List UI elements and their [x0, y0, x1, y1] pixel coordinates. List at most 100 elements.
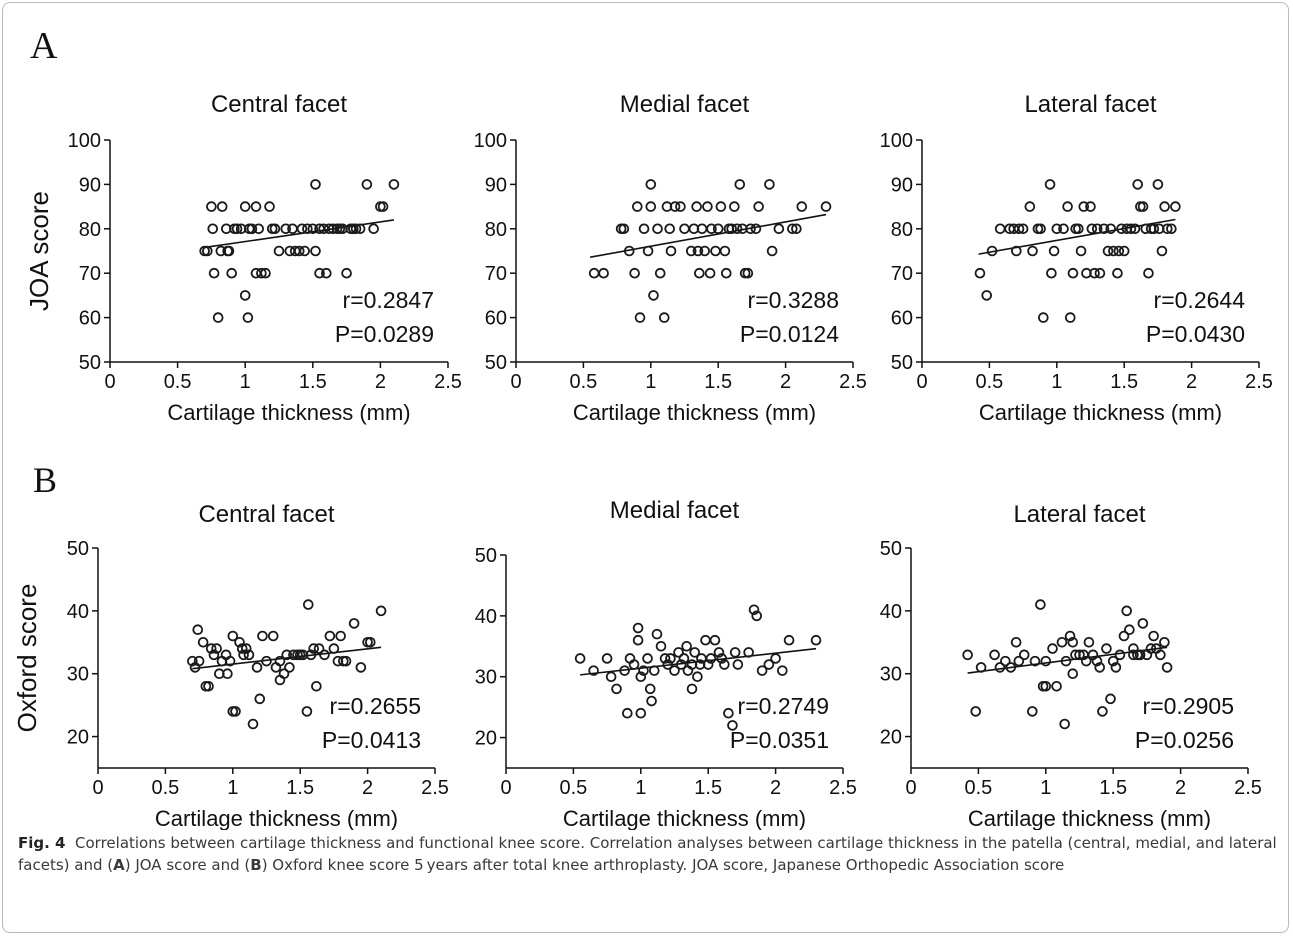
x-tick-label: 0.5: [964, 777, 992, 799]
x-axis-label: Cartilage thickness (mm): [573, 400, 816, 425]
data-point: [675, 659, 687, 670]
data-point: [716, 653, 727, 664]
data-point: [1114, 649, 1126, 661]
data-point: [193, 655, 205, 667]
data-point: [689, 647, 701, 658]
data-point: [679, 223, 690, 235]
data-point: [989, 649, 1000, 661]
caption-text-3: ) Oxford knee score 5 years after total …: [261, 856, 1065, 874]
x-tick-label: 2: [1186, 371, 1197, 393]
data-point: [662, 659, 674, 670]
correlation-r-label: r=0.2749: [738, 693, 829, 719]
data-point: [673, 647, 684, 658]
data-point: [601, 653, 613, 664]
figure-caption: Fig. 4 Correlations between cartilage th…: [18, 832, 1280, 876]
x-tick-label: 1: [1051, 371, 1062, 393]
y-tick-label: 20: [67, 727, 89, 749]
x-tick-label: 1: [240, 371, 251, 393]
data-point: [750, 223, 762, 235]
data-point: [644, 683, 656, 695]
data-point: [1159, 636, 1170, 648]
y-axis-label: Oxford score: [12, 584, 42, 733]
data-point: [208, 267, 220, 279]
y-tick-label: 90: [485, 174, 507, 196]
data-point: [1029, 655, 1041, 667]
data-point: [1011, 245, 1022, 257]
data-point: [975, 662, 987, 673]
data-point: [238, 649, 249, 661]
x-tick-label: 0.5: [569, 371, 597, 393]
x-tick-label: 2: [1175, 777, 1186, 799]
x-tick-label: 1: [645, 371, 656, 393]
data-point: [1125, 223, 1137, 235]
data-point: [280, 223, 292, 235]
data-point: [1152, 179, 1164, 190]
data-point: [981, 290, 993, 301]
data-point: [709, 634, 721, 646]
x-axis-label: Cartilage thickness (mm): [167, 400, 410, 425]
x-tick-label: 0: [500, 777, 511, 799]
y-tick-label: 60: [485, 308, 507, 330]
data-point: [1097, 706, 1108, 717]
data-point: [305, 649, 317, 661]
x-axis-label: Cartilage thickness (mm): [968, 806, 1211, 830]
data-point: [1143, 267, 1154, 279]
data-point: [247, 718, 259, 730]
correlation-r-label: r=0.3288: [748, 287, 839, 313]
data-point: [986, 245, 998, 257]
data-point: [994, 223, 1006, 235]
data-point: [635, 707, 647, 719]
data-point: [710, 245, 721, 257]
data-point: [308, 643, 319, 654]
chart-oxford-lateral: Lateral facet 20 30 40 50 0 0.5 1 1.5 2 2.5 Cartila…: [880, 501, 1262, 830]
y-tick-label: 20: [880, 727, 902, 749]
data-point: [236, 643, 248, 654]
x-tick-label: 0: [905, 777, 916, 799]
data-point: [1098, 223, 1110, 235]
data-point: [1078, 201, 1090, 212]
x-tick-label: 2: [770, 777, 781, 799]
data-point: [1170, 201, 1181, 212]
data-point: [723, 707, 734, 719]
data-point: [1148, 630, 1159, 642]
data-point: [296, 223, 308, 235]
data-point: [269, 223, 281, 235]
data-point: [1062, 201, 1073, 212]
data-point: [1038, 312, 1049, 323]
data-point: [588, 267, 600, 279]
data-point: [243, 649, 255, 661]
data-point: [820, 201, 832, 212]
y-tick-label: 50: [79, 352, 101, 374]
data-point: [253, 223, 265, 235]
data-point: [646, 695, 657, 707]
y-tick-label: 30: [475, 667, 497, 689]
y-axis-label: JOA score: [24, 191, 54, 311]
data-point: [240, 643, 252, 654]
data-point: [702, 201, 713, 212]
data-point: [354, 223, 366, 235]
data-point: [205, 643, 217, 654]
chart-joa-medial: Medial facet 50 60 70 80 90 100 0 0.5 1 1.5 2 2.5 Car…: [474, 91, 867, 425]
data-point: [700, 634, 711, 646]
data-point: [1080, 655, 1092, 667]
data-point: [203, 680, 214, 692]
data-point: [712, 223, 724, 235]
data-point: [1128, 649, 1139, 661]
data-point: [1145, 643, 1157, 654]
data-point: [246, 223, 258, 235]
chart-oxford-medial: Medial facet 20 30 40 50 0 0.5 1 1.5 2 2.5 Cartilag…: [475, 497, 857, 830]
x-tick-label: 2: [362, 777, 373, 799]
data-point: [1051, 680, 1062, 692]
data-point: [207, 223, 219, 235]
data-point: [1058, 223, 1069, 235]
data-point: [796, 201, 808, 212]
data-point: [227, 630, 239, 642]
data-point: [274, 655, 286, 667]
data-point: [734, 179, 746, 190]
data-point: [299, 245, 310, 257]
x-tick-label: 1: [227, 777, 238, 799]
correlation-r-label: r=0.2847: [343, 287, 434, 313]
data-point: [756, 665, 768, 676]
x-tick-label: 1.5: [299, 371, 327, 393]
data-point: [648, 290, 659, 301]
